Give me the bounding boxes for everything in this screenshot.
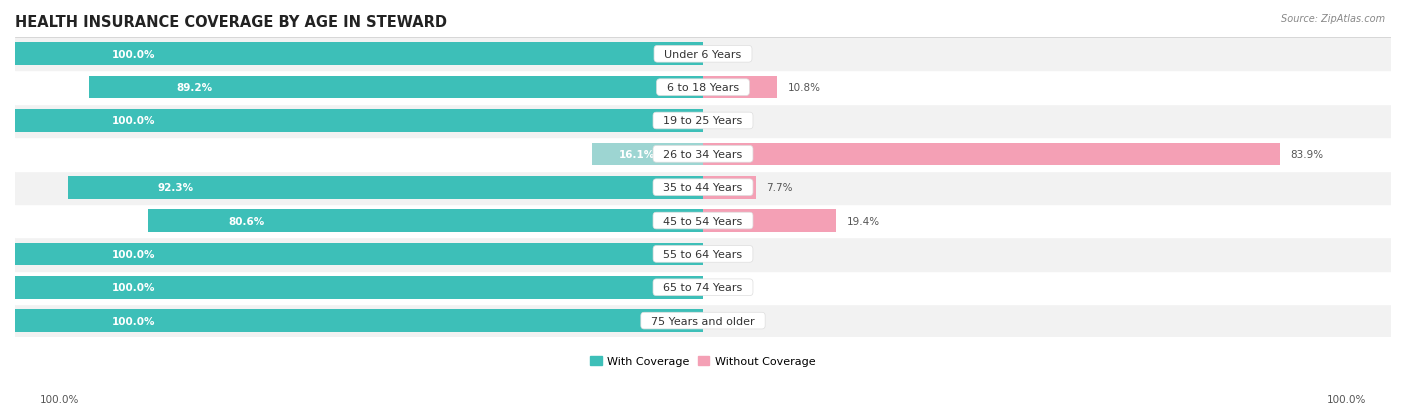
Text: 55 to 64 Years: 55 to 64 Years xyxy=(657,249,749,259)
Text: 7.7%: 7.7% xyxy=(766,183,793,193)
Bar xyxy=(67,176,703,199)
Text: 100.0%: 100.0% xyxy=(111,50,155,59)
Bar xyxy=(15,43,703,66)
Bar xyxy=(15,71,1391,104)
Text: 75 Years and older: 75 Years and older xyxy=(644,316,762,326)
Bar xyxy=(15,38,1391,71)
Legend: With Coverage, Without Coverage: With Coverage, Without Coverage xyxy=(586,351,820,371)
Bar xyxy=(703,77,778,99)
Text: 26 to 34 Years: 26 to 34 Years xyxy=(657,150,749,159)
Bar xyxy=(15,204,1391,237)
Bar xyxy=(15,243,703,266)
Bar xyxy=(15,237,1391,271)
Bar xyxy=(15,138,1391,171)
Text: Under 6 Years: Under 6 Years xyxy=(658,50,748,59)
Bar xyxy=(90,77,703,99)
Bar xyxy=(149,210,703,233)
Text: 19 to 25 Years: 19 to 25 Years xyxy=(657,116,749,126)
Text: 10.8%: 10.8% xyxy=(787,83,821,93)
Bar xyxy=(15,276,703,299)
Bar xyxy=(703,210,837,233)
Text: 6 to 18 Years: 6 to 18 Years xyxy=(659,83,747,93)
Text: 100.0%: 100.0% xyxy=(1327,394,1367,404)
Text: Source: ZipAtlas.com: Source: ZipAtlas.com xyxy=(1281,14,1385,24)
Text: 16.1%: 16.1% xyxy=(619,150,655,159)
Bar xyxy=(592,143,703,166)
Bar xyxy=(15,171,1391,204)
Text: 100.0%: 100.0% xyxy=(111,116,155,126)
Text: 100.0%: 100.0% xyxy=(111,249,155,259)
Text: 83.9%: 83.9% xyxy=(1291,150,1323,159)
Bar xyxy=(15,104,1391,138)
Bar xyxy=(15,271,1391,304)
Text: 100.0%: 100.0% xyxy=(111,282,155,292)
Bar xyxy=(703,176,756,199)
Bar xyxy=(703,143,1281,166)
Text: 80.6%: 80.6% xyxy=(229,216,264,226)
Text: 89.2%: 89.2% xyxy=(177,83,212,93)
Text: 92.3%: 92.3% xyxy=(157,183,194,193)
Bar xyxy=(15,304,1391,337)
Text: 19.4%: 19.4% xyxy=(846,216,880,226)
Text: 35 to 44 Years: 35 to 44 Years xyxy=(657,183,749,193)
Text: 100.0%: 100.0% xyxy=(111,316,155,326)
Text: 45 to 54 Years: 45 to 54 Years xyxy=(657,216,749,226)
Text: HEALTH INSURANCE COVERAGE BY AGE IN STEWARD: HEALTH INSURANCE COVERAGE BY AGE IN STEW… xyxy=(15,15,447,30)
Text: 100.0%: 100.0% xyxy=(39,394,79,404)
Text: 65 to 74 Years: 65 to 74 Years xyxy=(657,282,749,292)
Bar xyxy=(15,309,703,332)
Bar xyxy=(15,110,703,133)
